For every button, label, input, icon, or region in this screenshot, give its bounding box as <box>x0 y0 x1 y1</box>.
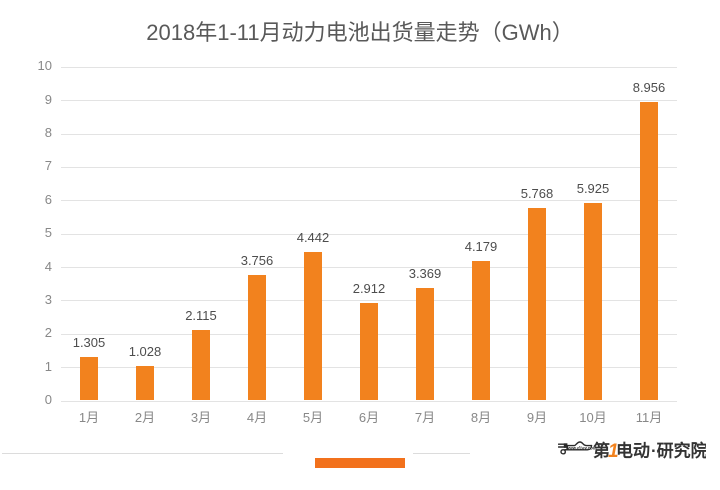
svg-text:·研究院: ·研究院 <box>651 441 706 461</box>
svg-text:电动: 电动 <box>616 441 650 461</box>
